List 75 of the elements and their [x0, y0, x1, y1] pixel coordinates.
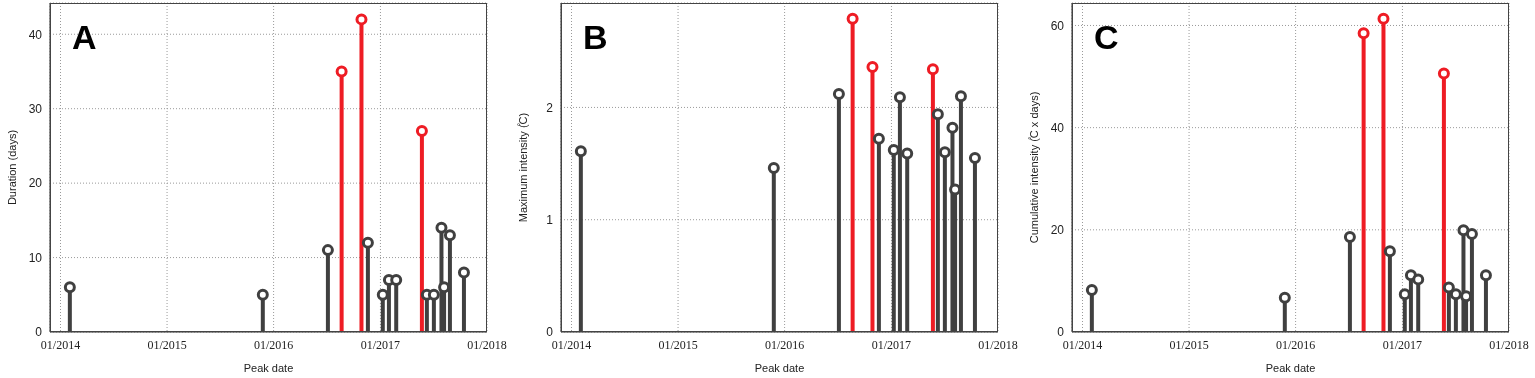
x-tick-label: 01/2016 — [764, 337, 805, 352]
point — [1085, 284, 1098, 297]
point — [256, 288, 269, 301]
point — [1278, 291, 1291, 304]
y-tick-label: 1 — [546, 212, 554, 227]
point — [938, 146, 951, 159]
x-tick-label: 01/2015 — [658, 337, 698, 352]
y-axis-title: Cumulative intensity (̊C x days) — [1027, 91, 1040, 244]
point — [872, 132, 885, 145]
y-tick-label: 20 — [28, 176, 43, 191]
point — [1457, 224, 1470, 237]
y-tick-label: 0 — [35, 325, 43, 340]
point — [832, 87, 845, 100]
y-tick-label: 40 — [1050, 120, 1065, 135]
x-tick-label: 01/2015 — [147, 337, 187, 352]
point — [1465, 227, 1478, 240]
point — [866, 61, 879, 73]
x-tick-label: 01/2014 — [40, 337, 81, 352]
point — [443, 229, 456, 242]
point — [893, 91, 906, 104]
y-tick-label: 60 — [1050, 18, 1065, 33]
point — [1357, 27, 1370, 40]
point — [968, 151, 981, 164]
point — [1343, 230, 1356, 243]
point — [361, 236, 374, 249]
point — [954, 90, 967, 103]
point — [335, 65, 348, 78]
x-tick-label: 01/2014 — [551, 337, 592, 352]
x-axis-title: Peak date — [754, 362, 805, 374]
point — [767, 162, 780, 175]
point — [427, 288, 440, 301]
x-tick-label: 01/2017 — [871, 337, 912, 352]
point — [846, 12, 859, 25]
point — [435, 221, 448, 234]
point — [931, 108, 944, 121]
x-axis-title: Peak date — [1265, 362, 1316, 374]
x-tick-label: 01/2015 — [1169, 337, 1209, 352]
x-tick-label: 01/2014 — [1062, 337, 1103, 352]
point — [457, 266, 470, 279]
x-tick-label: 01/2017 — [1382, 337, 1423, 352]
point — [1412, 273, 1425, 286]
point — [946, 121, 959, 134]
point — [1449, 288, 1462, 301]
annotation: C — [1094, 18, 1119, 56]
x-tick-label: 01/2016 — [1275, 337, 1316, 352]
point — [901, 147, 914, 160]
x-tick-label: 01/2017 — [360, 337, 401, 352]
point — [1442, 281, 1455, 294]
y-axis-title: Duration (days) — [5, 129, 18, 206]
x-tick-label: 01/2018 — [978, 337, 1018, 352]
point — [926, 63, 939, 76]
point — [390, 273, 403, 286]
x-tick-label: 01/2018 — [467, 337, 507, 352]
point — [1479, 269, 1492, 282]
point — [355, 13, 368, 26]
y-tick-label: 2 — [546, 100, 554, 115]
y-tick-label: 20 — [1050, 223, 1065, 238]
point — [1377, 12, 1390, 25]
annotation: A — [72, 18, 97, 56]
y-tick-label: 0 — [546, 325, 554, 340]
y-tick-label: 0 — [1057, 325, 1065, 340]
y-tick-label: 30 — [28, 101, 43, 116]
point — [574, 145, 587, 158]
point — [1383, 245, 1396, 258]
y-tick-label: 40 — [28, 27, 43, 42]
annotation: B — [583, 18, 608, 56]
point — [1437, 67, 1450, 80]
x-tick-label: 01/2016 — [253, 337, 294, 352]
x-tick-label: 01/2018 — [1489, 337, 1529, 352]
point — [415, 125, 428, 138]
y-axis-title: Maximum intensity (̊C) — [516, 112, 529, 223]
point — [63, 281, 76, 294]
point — [321, 244, 334, 257]
x-axis-title: Peak date — [243, 362, 294, 374]
y-tick-label: 10 — [28, 250, 43, 265]
